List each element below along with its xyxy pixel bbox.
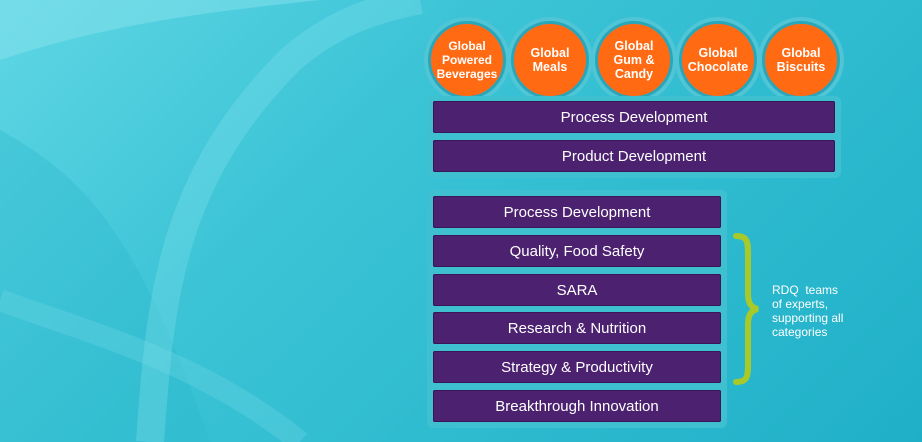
category-bar-process-development: Process Development xyxy=(433,101,835,133)
category-circle-gum-candy: Global Gum & Candy xyxy=(595,21,673,99)
category-circle-powered-beverages: Global Powered Beverages xyxy=(428,21,506,99)
category-bar-product-development: Product Development xyxy=(433,140,835,172)
rdq-note: RDQ teams of experts, supporting all cat… xyxy=(772,283,844,339)
category-circle-chocolate: Global Chocolate xyxy=(679,21,757,99)
rdq-bars-frame xyxy=(427,190,727,428)
rdq-bar-quality-food-safety: Quality, Food Safety xyxy=(433,235,721,267)
rdq-bar-sara: SARA xyxy=(433,274,721,306)
category-circle-biscuits: Global Biscuits xyxy=(762,21,840,99)
curly-brace-icon xyxy=(733,233,759,385)
rdq-bar-breakthrough-innovation: Breakthrough Innovation xyxy=(433,390,721,422)
rdq-bar-strategy-productivity: Strategy & Productivity xyxy=(433,351,721,383)
category-circle-meals: Global Meals xyxy=(511,21,589,99)
rdq-bar-process-development: Process Development xyxy=(433,196,721,228)
rdq-bar-research-nutrition: Research & Nutrition xyxy=(433,312,721,344)
